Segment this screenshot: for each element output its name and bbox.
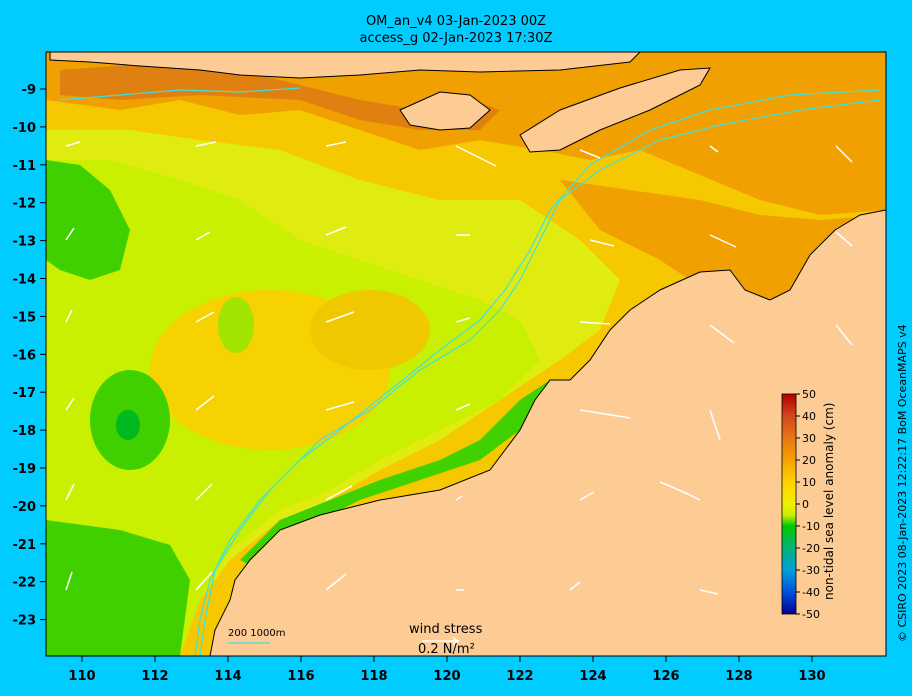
lon-tick-label: 124 — [579, 669, 606, 684]
longitude-axis: 110 112 114 116 118 120 122 124 126 128 130 — [68, 656, 826, 684]
colorbar-tick-label: 10 — [802, 476, 816, 489]
lat-tick-label: -13 — [13, 235, 37, 250]
colorbar-tick-label: 20 — [802, 454, 816, 467]
latitude-axis: -9 -10 -11 -12 -13 -14 -15 -16 -17 -18 -19 -20 -21 -2… — [13, 83, 46, 629]
lat-tick-label: -23 — [13, 614, 37, 629]
lat-tick-label: -20 — [13, 500, 37, 515]
lon-tick-label: 112 — [141, 669, 168, 684]
lat-tick-label: -9 — [22, 83, 36, 98]
colorbar-tick-label: -40 — [802, 586, 820, 599]
map-title-line1: OM_an_v4 03-Jan-2023 00Z — [365, 14, 547, 29]
lat-tick-label: -16 — [13, 348, 37, 363]
land-australia — [209, 209, 886, 656]
lon-tick-label: 122 — [506, 669, 533, 684]
colorbar-tick-label: 40 — [802, 410, 816, 423]
lat-tick-label: -17 — [13, 386, 37, 401]
lat-tick-label: -21 — [13, 538, 37, 553]
lon-tick-label: 114 — [214, 669, 241, 684]
wind-key-title: wind stress — [409, 622, 483, 637]
map-plot-area — [46, 52, 886, 656]
isobath-key-label: 200 1000m — [228, 628, 286, 639]
credit-text: © CSIRO 2023 08-Jan-2023 12:22:17 BoM Oc… — [896, 324, 909, 642]
wind-key-arrow — [422, 637, 460, 645]
wind-stress-arrows — [65, 141, 853, 595]
wind-key-value: 0.2 N/m² — [418, 642, 475, 657]
anomaly-blob-green-west — [46, 160, 130, 280]
colorbar-ticks: 50 40 30 20 10 0 -10 -20 -30 -40 -50 — [796, 388, 820, 621]
colorbar-tick-label: -20 — [802, 542, 820, 555]
lat-tick-label: -12 — [13, 197, 37, 212]
anomaly-coastal-green — [240, 380, 560, 570]
lon-tick-label: 120 — [433, 669, 460, 684]
lon-tick-label: 128 — [725, 669, 752, 684]
lon-tick-label: 118 — [360, 669, 387, 684]
lat-tick-label: -15 — [13, 310, 37, 325]
colorbar-strip — [781, 393, 797, 615]
colorbar-tick-label: -50 — [802, 608, 820, 621]
map-title-line2: access_g 02-Jan-2023 17:30Z — [359, 31, 553, 46]
lon-tick-label: 110 — [68, 669, 95, 684]
colorbar-tick-label: 30 — [802, 432, 816, 445]
lat-tick-label: -18 — [13, 424, 37, 439]
lon-tick-label: 126 — [652, 669, 679, 684]
anomaly-blob-green-sw — [46, 520, 190, 656]
anomaly-band-35cm — [60, 60, 500, 130]
colorbar-tick-label: -10 — [802, 520, 820, 533]
lat-tick-label: -14 — [13, 273, 37, 288]
colorbar-tick-label: 0 — [802, 498, 809, 511]
lon-tick-label: 116 — [287, 669, 314, 684]
lat-tick-label: -11 — [13, 159, 37, 174]
isobath-lines — [59, 87, 881, 656]
land-timor — [519, 67, 711, 153]
anomaly-blob-green-small — [218, 297, 254, 353]
colorbar-tick-label: 50 — [802, 388, 816, 401]
anomaly-blob-orange — [310, 290, 430, 370]
lat-tick-label: -22 — [13, 576, 37, 591]
lat-tick-label: -10 — [13, 121, 37, 136]
lat-tick-label: -19 — [13, 462, 37, 477]
colorbar-label: non-tidal sea level anomaly (cm) — [822, 402, 836, 600]
colorbar-tick-label: -30 — [802, 564, 820, 577]
anomaly-blob-green-core — [116, 410, 140, 440]
land-islands-north — [49, 52, 641, 79]
lon-tick-label: 130 — [798, 669, 825, 684]
land-sumba — [399, 91, 491, 131]
